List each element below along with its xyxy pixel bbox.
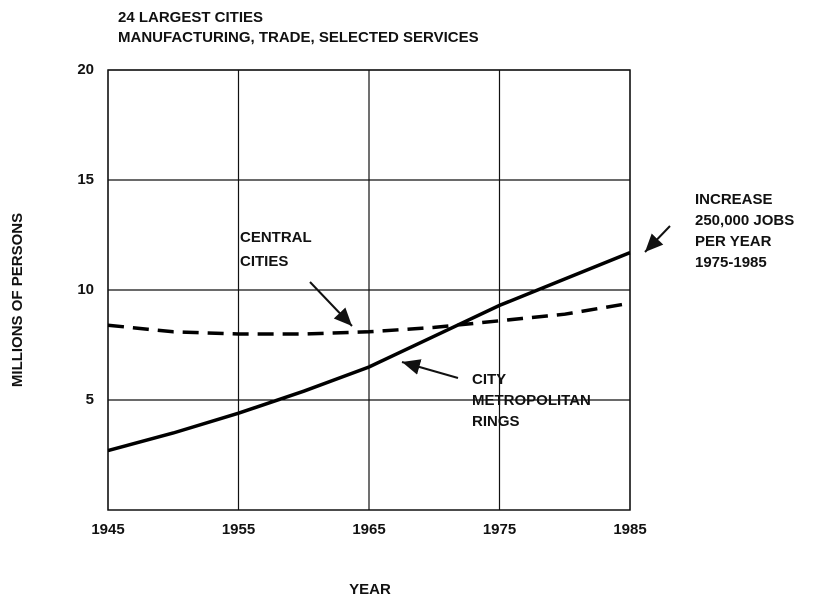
label-line: MANUFACTURING, TRADE, SELECTED SERVICES (118, 29, 479, 46)
y-tick-label: 10 (77, 281, 94, 298)
y-axis-label: MILLIONS OF PERSONS (9, 213, 26, 387)
y-tick-label: 5 (86, 391, 94, 408)
series-line (107, 250, 631, 453)
x-tick-label: 1955 (222, 521, 255, 538)
x-tick-label: 1965 (352, 521, 385, 538)
y-tick-label: 20 (77, 61, 94, 78)
arrow (309, 281, 353, 327)
label-line: INCREASE (695, 191, 773, 208)
label-line: 24 LARGEST CITIES (118, 9, 263, 26)
label-line: CITIES (240, 253, 288, 270)
label-line: METROPOLITAN (472, 392, 591, 409)
arrow (401, 359, 459, 379)
label-line: CITY (472, 371, 506, 388)
x-axis-label: YEAR (349, 581, 391, 598)
label-line: CENTRAL (240, 229, 312, 246)
x-tick-label: 1985 (613, 521, 646, 538)
x-tick-label: 1945 (91, 521, 124, 538)
label-line: 1975-1985 (695, 254, 767, 271)
arrow (644, 225, 671, 253)
series-line (107, 301, 631, 336)
label-line: RINGS (472, 413, 520, 430)
label-line: PER YEAR (695, 233, 772, 250)
label-line: 250,000 JOBS (695, 212, 794, 229)
x-tick-label: 1975 (483, 521, 516, 538)
y-tick-label: 15 (77, 171, 94, 188)
